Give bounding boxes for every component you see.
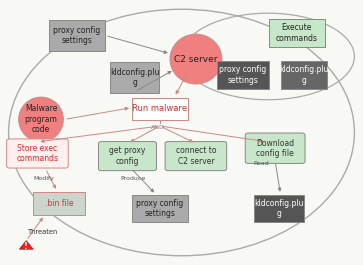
Text: Malware
program
code: Malware program code <box>25 104 57 134</box>
FancyBboxPatch shape <box>110 62 159 92</box>
Text: proxy config
settings: proxy config settings <box>136 199 184 218</box>
Text: Read: Read <box>253 161 269 166</box>
Text: Download
config file: Download config file <box>256 139 294 158</box>
Text: Run malware: Run malware <box>132 104 187 113</box>
FancyBboxPatch shape <box>49 20 105 51</box>
Text: kldconfig.plu
g: kldconfig.plu g <box>110 68 159 87</box>
Text: Produce: Produce <box>120 176 146 181</box>
Text: !: ! <box>24 242 28 251</box>
FancyBboxPatch shape <box>253 195 304 222</box>
FancyBboxPatch shape <box>33 192 85 215</box>
FancyBboxPatch shape <box>132 195 188 222</box>
FancyBboxPatch shape <box>98 142 156 171</box>
Text: kldconfig.plu
g: kldconfig.plu g <box>279 65 329 85</box>
Text: proxy config
settings: proxy config settings <box>53 26 101 45</box>
Text: Threaten: Threaten <box>28 229 59 235</box>
FancyBboxPatch shape <box>245 133 305 164</box>
Text: C2 server: C2 server <box>174 55 218 64</box>
FancyBboxPatch shape <box>269 19 325 47</box>
FancyBboxPatch shape <box>165 142 227 171</box>
Text: get proxy
config: get proxy config <box>109 146 146 166</box>
Text: .bin file: .bin file <box>45 199 73 208</box>
Ellipse shape <box>170 34 222 84</box>
Text: AND: AND <box>151 125 165 130</box>
Text: Execute
commands: Execute commands <box>276 23 318 43</box>
FancyBboxPatch shape <box>7 139 68 168</box>
Text: proxy config
settings: proxy config settings <box>219 65 266 85</box>
FancyBboxPatch shape <box>281 61 327 89</box>
Text: connect to
C2 server: connect to C2 server <box>176 146 216 166</box>
Ellipse shape <box>19 97 64 142</box>
Text: kldconfig.plu
g: kldconfig.plu g <box>254 199 303 218</box>
Text: Modify: Modify <box>33 176 54 181</box>
FancyBboxPatch shape <box>132 98 188 120</box>
Polygon shape <box>19 241 33 249</box>
FancyBboxPatch shape <box>217 61 269 89</box>
Text: Store exec
commands: Store exec commands <box>16 144 58 163</box>
